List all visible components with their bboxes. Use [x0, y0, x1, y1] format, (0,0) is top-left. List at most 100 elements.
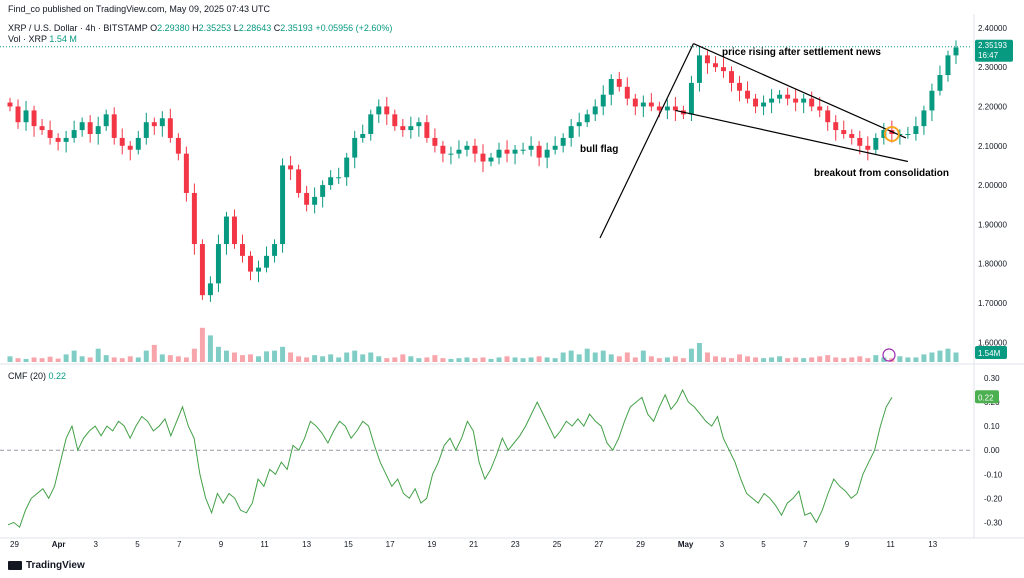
volume-bar — [360, 354, 366, 362]
time-tick-label: 25 — [553, 540, 562, 549]
candle-body — [833, 122, 839, 131]
candle-body — [672, 106, 678, 111]
candle-body — [63, 137, 69, 142]
volume-bar — [167, 355, 173, 362]
footer: TradingView — [8, 560, 85, 571]
candle-body — [127, 145, 133, 150]
candle-body — [448, 153, 454, 155]
time-tick-label: 13 — [302, 540, 311, 549]
candle-body — [400, 126, 406, 131]
volume-bar — [833, 357, 839, 362]
volume-bar — [536, 356, 542, 362]
volume-bar — [368, 352, 374, 362]
symbol-header: XRP / U.S. Dollar · 4h · BITSTAMP O2.293… — [8, 23, 392, 33]
volume-bar — [127, 356, 133, 362]
candle-body — [801, 98, 807, 103]
candle-body — [560, 137, 566, 146]
candle-body — [135, 137, 141, 150]
volume-bar — [103, 355, 109, 362]
volume-bar — [7, 356, 13, 362]
annotation-breakout: breakout from consolidation — [814, 168, 949, 179]
candle-body — [256, 267, 262, 272]
candle-body — [223, 216, 229, 245]
candle-body — [368, 114, 374, 134]
close-label: C — [273, 23, 281, 33]
candle-body — [953, 47, 959, 56]
candle-body — [688, 82, 694, 115]
candle-body — [95, 126, 101, 134]
candle-body — [841, 130, 847, 134]
candle-body — [881, 130, 887, 138]
candle-body — [79, 122, 85, 131]
volume-bar — [881, 357, 887, 362]
volume-bar — [87, 357, 93, 362]
volume-bar — [304, 357, 310, 362]
candle-body — [809, 98, 815, 107]
volume-bar — [672, 356, 678, 362]
volume-bar — [344, 352, 350, 362]
volume-bar — [929, 352, 935, 362]
volume-bar — [648, 356, 654, 362]
candle-body — [544, 149, 550, 158]
candle-body — [111, 114, 117, 138]
volume-bar — [921, 354, 927, 362]
candle-body — [873, 137, 879, 150]
price-tick-label: 1.70000 — [978, 299, 1007, 308]
volume-badge — [975, 346, 1007, 359]
low-label: L — [233, 23, 239, 33]
time-tick-label: 21 — [469, 540, 478, 549]
candle-body — [167, 118, 173, 138]
low-value: 2.28643 — [238, 23, 272, 33]
volume-bar — [632, 357, 638, 362]
candle-body — [336, 177, 342, 179]
candle-body — [576, 122, 582, 127]
volume-bar — [95, 348, 101, 362]
volume-bar — [616, 356, 622, 362]
candle-body — [312, 196, 318, 205]
time-tick-label: 17 — [386, 540, 395, 549]
volume-bar — [729, 358, 734, 362]
candle-body — [304, 192, 310, 205]
candle-body — [552, 145, 558, 150]
volume-bar — [624, 352, 630, 362]
candle-body — [240, 244, 245, 256]
open-label: O — [150, 23, 158, 33]
open-value: 2.29380 — [157, 23, 190, 33]
volume-bar — [680, 358, 686, 362]
time-tick-label: May — [678, 540, 694, 549]
annotation-price-rising: price rising after settlement news — [722, 47, 881, 58]
volume-bar — [504, 356, 510, 362]
volume-bar — [512, 357, 518, 362]
candle-body — [15, 106, 21, 123]
price-tick-label: 2.40000 — [978, 24, 1007, 33]
volume-bar — [793, 357, 799, 362]
candle-body — [272, 244, 278, 256]
candle-body — [183, 153, 189, 193]
candle-body — [825, 110, 831, 123]
volume-bar — [280, 346, 286, 362]
candle-body — [376, 106, 382, 115]
volume-bar — [528, 357, 534, 362]
candle-body — [536, 145, 542, 158]
candle-body — [456, 149, 462, 154]
volume-bar — [456, 358, 462, 362]
volume-bar — [336, 357, 342, 362]
volume-bar — [183, 357, 189, 362]
volume-bar — [777, 356, 783, 362]
volume-bar — [905, 357, 911, 362]
volume-badge-value: 1.54M — [978, 349, 1001, 358]
volume-bar — [568, 350, 574, 362]
price-tick-label: 1.90000 — [978, 220, 1007, 229]
volume-bar — [785, 358, 791, 362]
volume-bar — [953, 352, 959, 362]
volume-bar — [552, 358, 558, 362]
time-tick-label: 29 — [10, 540, 19, 549]
volume-bar — [817, 356, 823, 362]
candle-body — [191, 192, 197, 245]
volume-bar — [472, 358, 478, 362]
volume-bar — [825, 355, 831, 362]
candle-body — [753, 98, 759, 107]
candle-body — [897, 134, 903, 135]
volume-bar — [352, 350, 358, 362]
